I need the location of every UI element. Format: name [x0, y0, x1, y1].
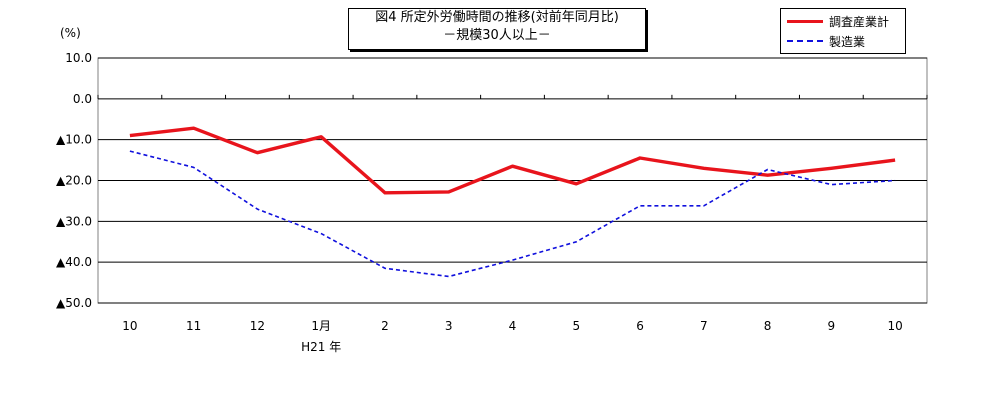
x-tick-label: 11	[186, 319, 201, 333]
legend-label-manufacturing: 製造業	[829, 34, 866, 49]
chart-title-box: 図4 所定外労働時間の推移(対前年同月比) －規模30人以上－	[348, 8, 646, 50]
y-unit-label: (%)	[60, 26, 81, 40]
series-line-all-industries	[129, 126, 896, 195]
legend-item-all-industries: 調査産業計	[787, 12, 889, 30]
x-tick-label: 6	[636, 319, 644, 333]
legend: 調査産業計 製造業	[780, 8, 906, 54]
y-tick-label: 0.0	[73, 92, 92, 106]
x-tick-label: 10	[887, 319, 902, 333]
x-tick-label: 5	[572, 319, 580, 333]
x-tick-label: 4	[509, 319, 517, 333]
legend-item-manufacturing: 製造業	[787, 32, 865, 50]
chart-title: 図4 所定外労働時間の推移(対前年同月比)	[375, 10, 619, 25]
x-tick-label: 3	[445, 319, 453, 333]
y-tick-label: ▲20.0	[56, 174, 92, 188]
x-tick-label: 10	[122, 319, 137, 333]
legend-label-all-industries: 調査産業計	[829, 14, 890, 29]
y-tick-label: ▲30.0	[56, 214, 92, 228]
x-tick-label: 9	[828, 319, 836, 333]
x-tick-label: 2	[381, 319, 389, 333]
x-year-label: H21 年	[301, 340, 341, 354]
series-line-manufacturing	[129, 150, 896, 278]
x-tick-label: 8	[764, 319, 772, 333]
y-tick-label: ▲10.0	[56, 133, 92, 147]
y-tick-label: ▲50.0	[56, 296, 92, 310]
chart-subtitle: －規模30人以上－	[443, 28, 551, 43]
y-tick-label: ▲40.0	[56, 255, 92, 269]
x-tick-label: 12	[250, 319, 265, 333]
x-tick-label: 1月	[311, 319, 331, 333]
y-tick-label: 10.0	[65, 51, 92, 65]
x-tick-label: 7	[700, 319, 708, 333]
legend-swatch-manufacturing	[787, 40, 823, 42]
legend-swatch-all-industries	[787, 19, 823, 23]
